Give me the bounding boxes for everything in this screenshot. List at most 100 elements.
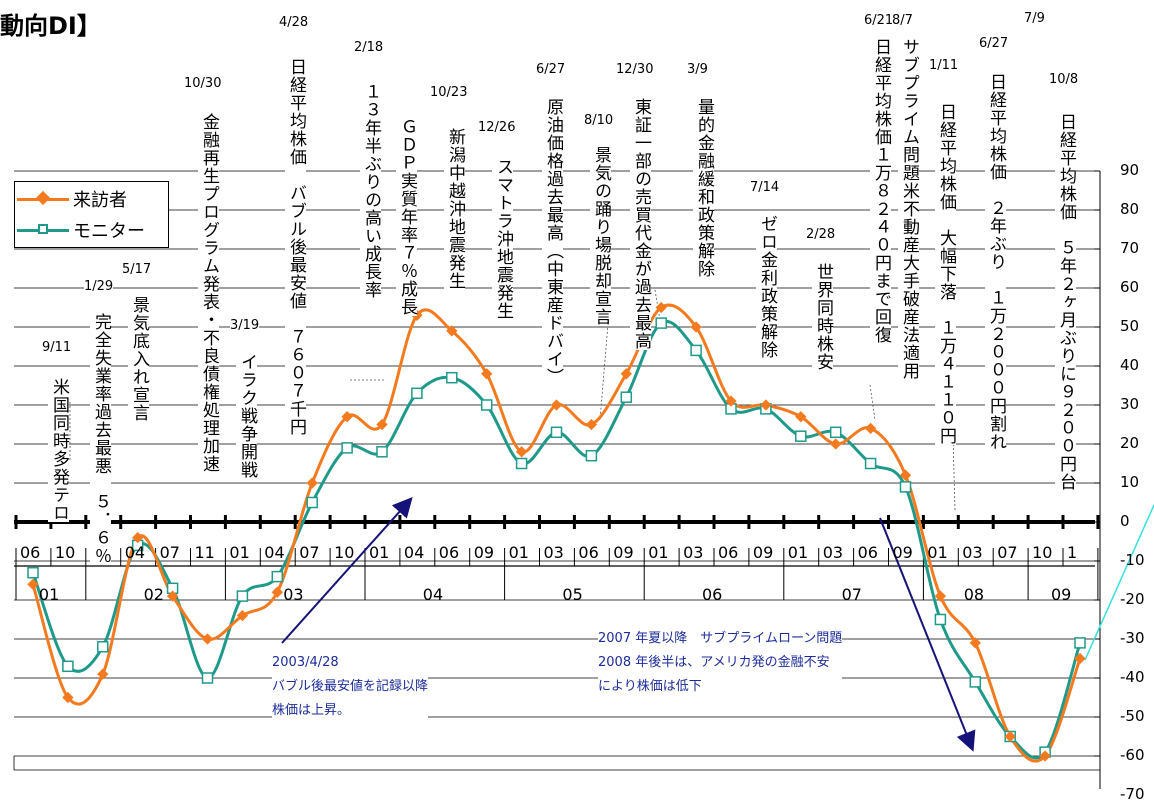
x-month-label: 09 [752,543,774,562]
data-point-visitors [236,609,249,622]
annotation-text: 新潟中越沖地震発生 [444,128,465,290]
y-tick-label: 40 [1120,356,1140,374]
annotation-date: 8/10 [584,113,614,128]
x-month-label: 03 [543,543,564,562]
x-month-label: 04 [264,543,285,562]
x-month-label: 03 [683,543,704,562]
x-year-label: 04 [422,585,444,604]
y-tick-label: -70 [1120,785,1145,803]
data-point-visitors [690,321,702,333]
annotation-text: 東証一部の売買代金が過去最高 [630,98,651,350]
annotation-text: サブプライム問題米不動産大手破産法適用 [898,38,919,380]
data-point-visitors [969,637,981,649]
x-month-label: 01 [927,543,948,562]
x-month-label: 01 [648,543,669,562]
callout-left: 2003/4/28 バブル後最安値を記録以降 株価は上昇。 [272,651,429,723]
x-year-label: 02 [143,585,164,604]
annotation-text: 日経平均株価 ５年２ヶ月ぶりに９２００円台 [1055,113,1076,491]
data-point-monitors [864,457,877,470]
data-point-visitors [166,590,179,602]
arrow-down [879,517,976,752]
annotation-date: 3/19 [230,318,260,333]
data-point-visitors [446,325,458,337]
x-month-label: 03 [962,543,983,562]
callout-right-line-1: 2007 年夏以降 サブプライムローン問題 [598,631,843,646]
data-point-monitors [62,660,74,673]
annotation-text: イラク戦争開戦 [236,353,257,479]
legend: 来訪者 モニター [14,181,169,248]
y-tick-label: -20 [1120,590,1145,608]
annotation-date: 6/27 [536,62,566,77]
data-point-monitors [585,449,598,462]
legend-label-monitors: モニター [73,221,145,242]
x-year-label: 01 [38,585,60,604]
data-point-visitors [1074,652,1086,665]
x-year-label: 07 [841,585,862,604]
annotation-date: 6/27 [979,36,1009,51]
data-point-monitors [201,672,214,684]
data-point-monitors [97,641,109,653]
annotation-text: 世界同時株安 [812,263,833,371]
annotation-text: 景気底入れ宣言 [128,296,149,422]
square-marker-icon [38,223,48,234]
annotation-date: 9/11 [42,340,72,355]
data-point-visitors [376,418,388,431]
data-point-monitors [829,426,842,439]
data-point-visitors [515,446,528,458]
data-point-visitors [760,399,772,411]
annotation-text: 日経平均株価 バブル後最安値 ７６０７千円 [285,58,306,436]
data-point-monitors [795,430,807,442]
series-line-visitors [31,303,1082,763]
x-month-label: 07 [159,543,180,562]
annotation-date: 10/23 [430,85,468,100]
y-tick-label: 20 [1120,434,1140,452]
data-point-monitors [236,590,249,602]
annotation-date: 7/14 [750,180,780,195]
data-point-monitors [899,481,912,493]
annotation-text: 金融再生プログラム発表・不良債権処理加速 [198,113,219,473]
x-month-label: 10 [334,543,355,562]
data-point-monitors [27,566,39,579]
legend-item-visitors: 来訪者 [17,187,127,211]
x-month-label: 06 [578,543,599,562]
data-point-visitors [725,395,737,407]
data-point-visitors [550,399,563,411]
data-point-monitors [655,317,667,329]
data-point-visitors [830,438,842,450]
data-point-monitors [271,570,284,583]
leader-line [869,384,876,421]
x-month-label: 07 [997,543,1018,562]
data-point-visitors [864,422,877,435]
x-month-label: 06 [20,543,41,562]
legend-label-visitors: 来訪者 [73,190,127,211]
data-point-monitors [934,613,947,626]
callout-right-line-3: により株価は低下 [598,679,702,694]
annotation-date: 2/18 [354,40,384,55]
x-year-label: 03 [283,585,304,604]
y-tick-label: 90 [1120,161,1140,179]
x-year-label: 06 [702,585,723,604]
y-tick-label: 0 [1120,512,1130,530]
y-tick-label: 10 [1120,473,1140,491]
annotation-date: 3/9 [687,62,708,77]
legend-item-monitors: モニター [17,218,145,242]
data-point-monitors [376,446,388,458]
data-point-visitors [1039,750,1051,762]
x-month-label: 09 [473,543,495,562]
x-month-label: 01 [508,543,529,562]
x-month-label: 09 [613,543,634,562]
annotation-date: 8/7 [892,13,913,28]
data-point-visitors [585,418,598,431]
x-month-label: 07 [299,543,320,562]
annotation-date: 12/30 [616,62,654,77]
annotation-text: 日経平均株価１万８２４０円まで回復 [870,38,891,344]
callout-left-line-2: バブル後最安値を記録以降 [272,679,429,694]
data-point-visitors [655,301,667,314]
x-year-label: 05 [562,585,583,604]
data-point-visitors [620,368,632,380]
chart-title: 動向DI】 [0,12,101,40]
annotation-date: 7/9 [1024,11,1045,26]
data-point-visitors [271,586,283,598]
callout-right-line-2: 2008 年後半は、アメリカ発の金融不安 [598,655,830,670]
annotation-date: 4/28 [279,15,309,30]
